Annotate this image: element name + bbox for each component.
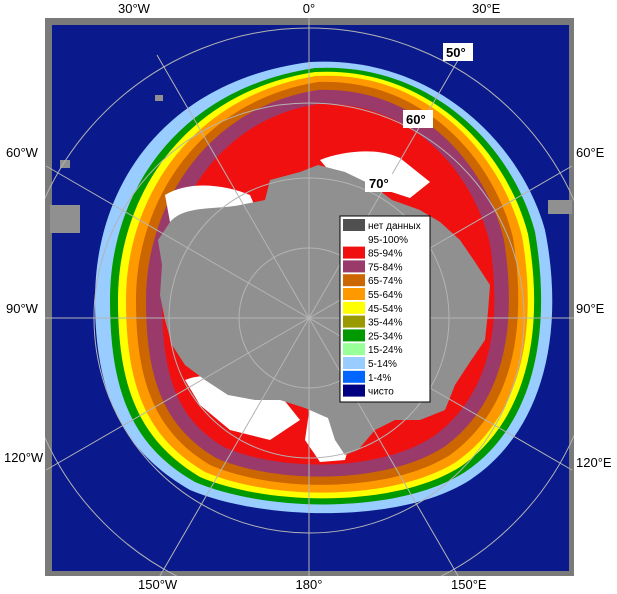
legend-swatch [343,301,365,314]
legend-label: 75-84% [368,262,403,273]
legend-swatch [343,384,365,397]
legend-label: 55-64% [368,290,403,301]
legend-swatch [343,357,365,369]
lon-label-left-120w: 120°W [4,450,44,465]
graticule [45,18,574,576]
legend-swatch [343,232,365,245]
legend-swatch [343,370,365,383]
legend: нет данных 95-100% 85-94% 75-84% 65-74% 55-64… [339,215,431,403]
longitude-labels: 30°W 0° 30°E 60°W 90°W 120°W 60°E 90°E 1… [4,1,612,592]
legend-swatch [343,274,365,287]
legend-label: 95-100% [368,235,408,246]
lon-label-bottom-150w: 150°W [138,577,178,592]
legend-label: 5-14% [368,359,397,370]
lon-label-right-60e: 60°E [576,145,605,160]
legend-label: нет данных [368,221,421,232]
legend-swatch [343,329,365,342]
lon-label-left-60w: 60°W [6,145,39,160]
legend-label: 1-4% [368,373,391,384]
legend-swatch [343,260,365,273]
lon-label-right-90e: 90°E [576,301,605,316]
lat-label-60: 60° [406,112,426,127]
legend-label: 15-24% [368,345,403,356]
legend-swatch [343,288,365,300]
legend-swatch [343,315,365,328]
lon-label-top-30w: 30°W [118,1,151,16]
lon-label-left-90w: 90°W [6,301,39,316]
legend-label: чисто [368,387,394,398]
lon-label-bottom-150e: 150°E [451,577,487,592]
lat-label-50: 50° [446,45,466,60]
legend-label: 25-34% [368,331,403,342]
lat-label-70: 70° [369,176,389,191]
legend-label: 85-94% [368,249,403,260]
lon-label-right-120e: 120°E [576,455,612,470]
legend-label: 45-54% [368,304,403,315]
lon-label-top-30e: 30°E [472,1,501,16]
legend-label: 65-74% [368,276,403,287]
legend-swatch [343,219,365,231]
lon-label-bottom-180: 180° [296,577,323,592]
lon-label-top-0: 0° [303,1,315,16]
legend-label: 35-44% [368,318,403,329]
latitude-labels: 50° 60° 70° [365,43,473,192]
legend-swatch [343,246,365,259]
no-data-specks [50,95,572,233]
legend-swatch [343,343,365,356]
